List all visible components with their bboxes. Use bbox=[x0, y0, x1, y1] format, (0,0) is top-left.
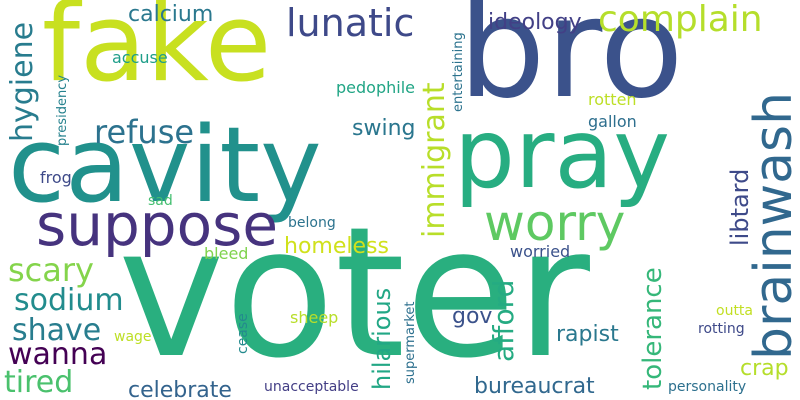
word-personality: personality bbox=[668, 379, 747, 395]
word-cavity: cavity bbox=[8, 104, 322, 226]
word-accuse: accuse bbox=[112, 48, 168, 67]
word-sad: sad bbox=[148, 193, 173, 209]
word-complain: complain bbox=[598, 0, 763, 40]
word-supermarket: supermarket bbox=[403, 301, 418, 384]
word-unacceptable: unacceptable bbox=[264, 379, 359, 395]
word-suppose: suppose bbox=[36, 191, 278, 259]
word-shave: shave bbox=[12, 313, 102, 348]
word-gallon: gallon bbox=[588, 112, 637, 131]
word-pedophile: pedophile bbox=[336, 78, 415, 97]
word-frog: frog bbox=[40, 168, 72, 187]
word-bureaucrat: bureaucrat bbox=[474, 374, 595, 399]
word-gov: gov bbox=[452, 304, 493, 329]
word-hygiene: hygiene bbox=[5, 21, 40, 142]
word-worry: worry bbox=[484, 194, 626, 252]
word-sheep: sheep bbox=[290, 308, 339, 327]
word-homeless: homeless bbox=[284, 234, 389, 259]
word-tired: tired bbox=[4, 365, 74, 400]
word-bro: bro bbox=[458, 0, 684, 129]
word-pray: pray bbox=[454, 98, 671, 210]
word-celebrate: celebrate bbox=[128, 378, 232, 400]
word-worried: worried bbox=[510, 242, 571, 261]
word-bleed: bleed bbox=[204, 244, 249, 263]
word-entertaining: entertaining bbox=[451, 32, 466, 112]
word-refuse: refuse bbox=[94, 113, 195, 151]
word-calcium: calcium bbox=[128, 2, 214, 27]
word-scary: scary bbox=[8, 251, 94, 289]
word-wage: wage bbox=[114, 329, 152, 345]
word-lunatic: lunatic bbox=[286, 1, 415, 45]
word-immigrant: immigrant bbox=[417, 82, 452, 238]
word-libtard: libtard bbox=[726, 168, 754, 246]
word-rapist: rapist bbox=[556, 322, 619, 347]
word-rotten: rotten bbox=[588, 90, 637, 109]
word-afford: afford bbox=[487, 279, 520, 362]
word-voter: voter bbox=[118, 189, 590, 398]
word-crap: crap bbox=[740, 356, 789, 381]
word-ideology: ideology bbox=[488, 10, 582, 35]
word-presidency: presidency bbox=[55, 74, 70, 146]
word-tolerance: tolerance bbox=[638, 267, 668, 390]
word-sodium: sodium bbox=[14, 283, 124, 318]
word-belong: belong bbox=[288, 215, 336, 231]
word-rotting: rotting bbox=[698, 321, 745, 337]
word-hilarious: hilarious bbox=[368, 287, 396, 390]
word-fake: fake bbox=[42, 0, 272, 106]
word-swing: swing bbox=[352, 116, 416, 141]
word-wanna: wanna bbox=[8, 337, 108, 372]
word-outta: outta bbox=[716, 303, 753, 319]
word-cease: cease bbox=[235, 313, 251, 354]
word-brainwash: brainwash bbox=[744, 91, 800, 360]
